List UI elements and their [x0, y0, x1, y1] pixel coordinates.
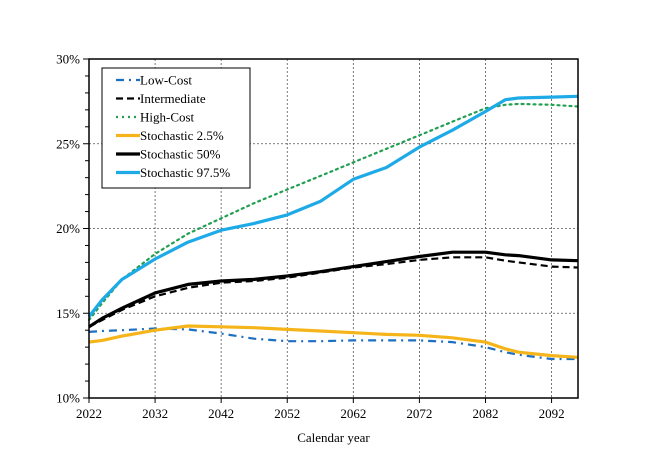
- series-stochastic-50: [88, 250, 579, 329]
- series-high-cost: [87, 102, 580, 322]
- y-tick-label: 30%: [56, 52, 80, 67]
- series-low-cost: [88, 327, 578, 361]
- legend-label: Stochastic 97.5%: [140, 165, 230, 180]
- legend-label: Stochastic 50%: [140, 147, 221, 162]
- legend-label: Intermediate: [140, 91, 206, 106]
- x-axis-title: Calendar year: [297, 430, 370, 445]
- x-tick-label: 2032: [142, 406, 168, 421]
- x-tick-label: 2022: [76, 406, 102, 421]
- y-axis: 10% 15% 20% 25% 30%: [56, 52, 89, 406]
- legend-label: High-Cost: [140, 110, 195, 125]
- legend-label: Stochastic 2.5%: [140, 128, 224, 143]
- legend-label: Low-Cost: [140, 73, 192, 88]
- y-tick-label: 15%: [56, 306, 80, 321]
- x-axis: 2022 2032 2042 2052 2062 2072 2082 2092: [76, 398, 565, 421]
- x-tick-label: 2042: [208, 406, 234, 421]
- y-tick-label: 20%: [56, 221, 80, 236]
- x-tick-label: 2062: [340, 406, 366, 421]
- series-stochastic-2-5: [88, 324, 579, 359]
- legend: Low-Cost Intermediate High-Cost Stochastic …: [101, 67, 251, 189]
- series-layer: [87, 94, 580, 361]
- y-tick-label: 25%: [56, 136, 80, 151]
- x-tick-label: 2072: [406, 406, 432, 421]
- series-stochastic-97-5: [87, 94, 579, 318]
- x-tick-label: 2082: [472, 406, 498, 421]
- x-tick-label: 2092: [539, 406, 565, 421]
- x-tick-label: 2052: [274, 406, 300, 421]
- legend-box: [101, 67, 251, 189]
- y-tick-label: 10%: [56, 391, 80, 406]
